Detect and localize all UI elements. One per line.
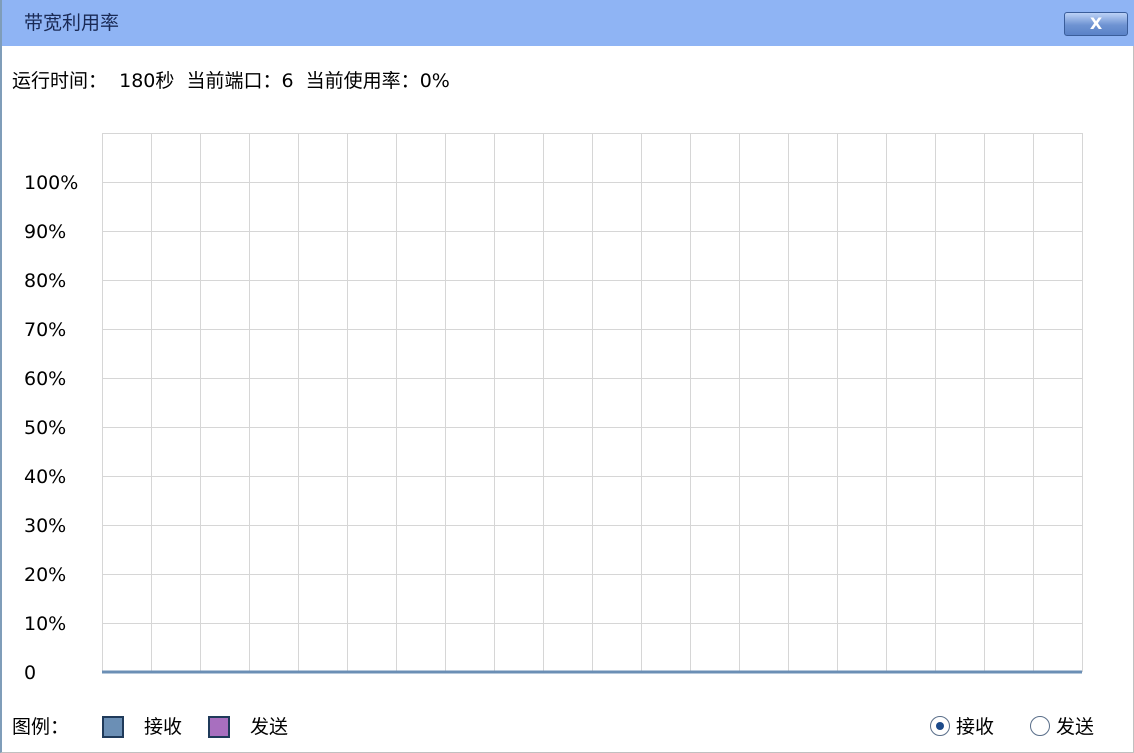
- y-tick-label: 20%: [24, 564, 66, 586]
- view-toggle: 接收 发送: [930, 712, 1130, 742]
- legend-item-receive: 接收: [144, 716, 183, 738]
- title-bar: 带宽利用率 X: [2, 0, 1134, 46]
- legend-item-send: 发送: [250, 716, 289, 738]
- y-tick-label: 0: [24, 662, 36, 684]
- legend-label: 图例：: [12, 716, 70, 738]
- y-tick-label: 70%: [24, 319, 66, 341]
- radio-send-label[interactable]: 发送: [1056, 716, 1095, 738]
- radio-send-icon[interactable]: [1030, 716, 1050, 736]
- legend-swatch-receive: [102, 716, 124, 738]
- y-tick-label: 50%: [24, 417, 66, 439]
- usage-label: 当前使用率：: [305, 70, 420, 92]
- y-tick-label: 90%: [24, 221, 66, 243]
- status-line: 运行时间： 180秒 当前端口：6 当前使用率：0%: [12, 68, 450, 94]
- usage-value: 0%: [419, 70, 450, 92]
- window-title: 带宽利用率: [24, 12, 120, 34]
- close-button[interactable]: X: [1064, 12, 1128, 36]
- bandwidth-chart: 100% 90% 80% 70% 60% 50% 40% 30% 20% 10% 0: [24, 133, 1083, 684]
- y-tick-label: 80%: [24, 270, 66, 292]
- radio-receive-icon[interactable]: [930, 716, 950, 736]
- port-label: 当前端口：: [186, 70, 282, 92]
- runtime-value: 180秒: [119, 70, 175, 92]
- y-tick-label: 60%: [24, 368, 66, 390]
- port-value: 6: [281, 70, 294, 92]
- y-tick-label: 30%: [24, 515, 66, 537]
- y-tick-label: 10%: [24, 613, 66, 635]
- y-tick-label: 100%: [24, 172, 78, 194]
- y-tick-label: 40%: [24, 466, 66, 488]
- radio-receive-label[interactable]: 接收: [956, 716, 995, 738]
- runtime-label: 运行时间：: [12, 70, 108, 92]
- legend-swatch-send: [208, 716, 230, 738]
